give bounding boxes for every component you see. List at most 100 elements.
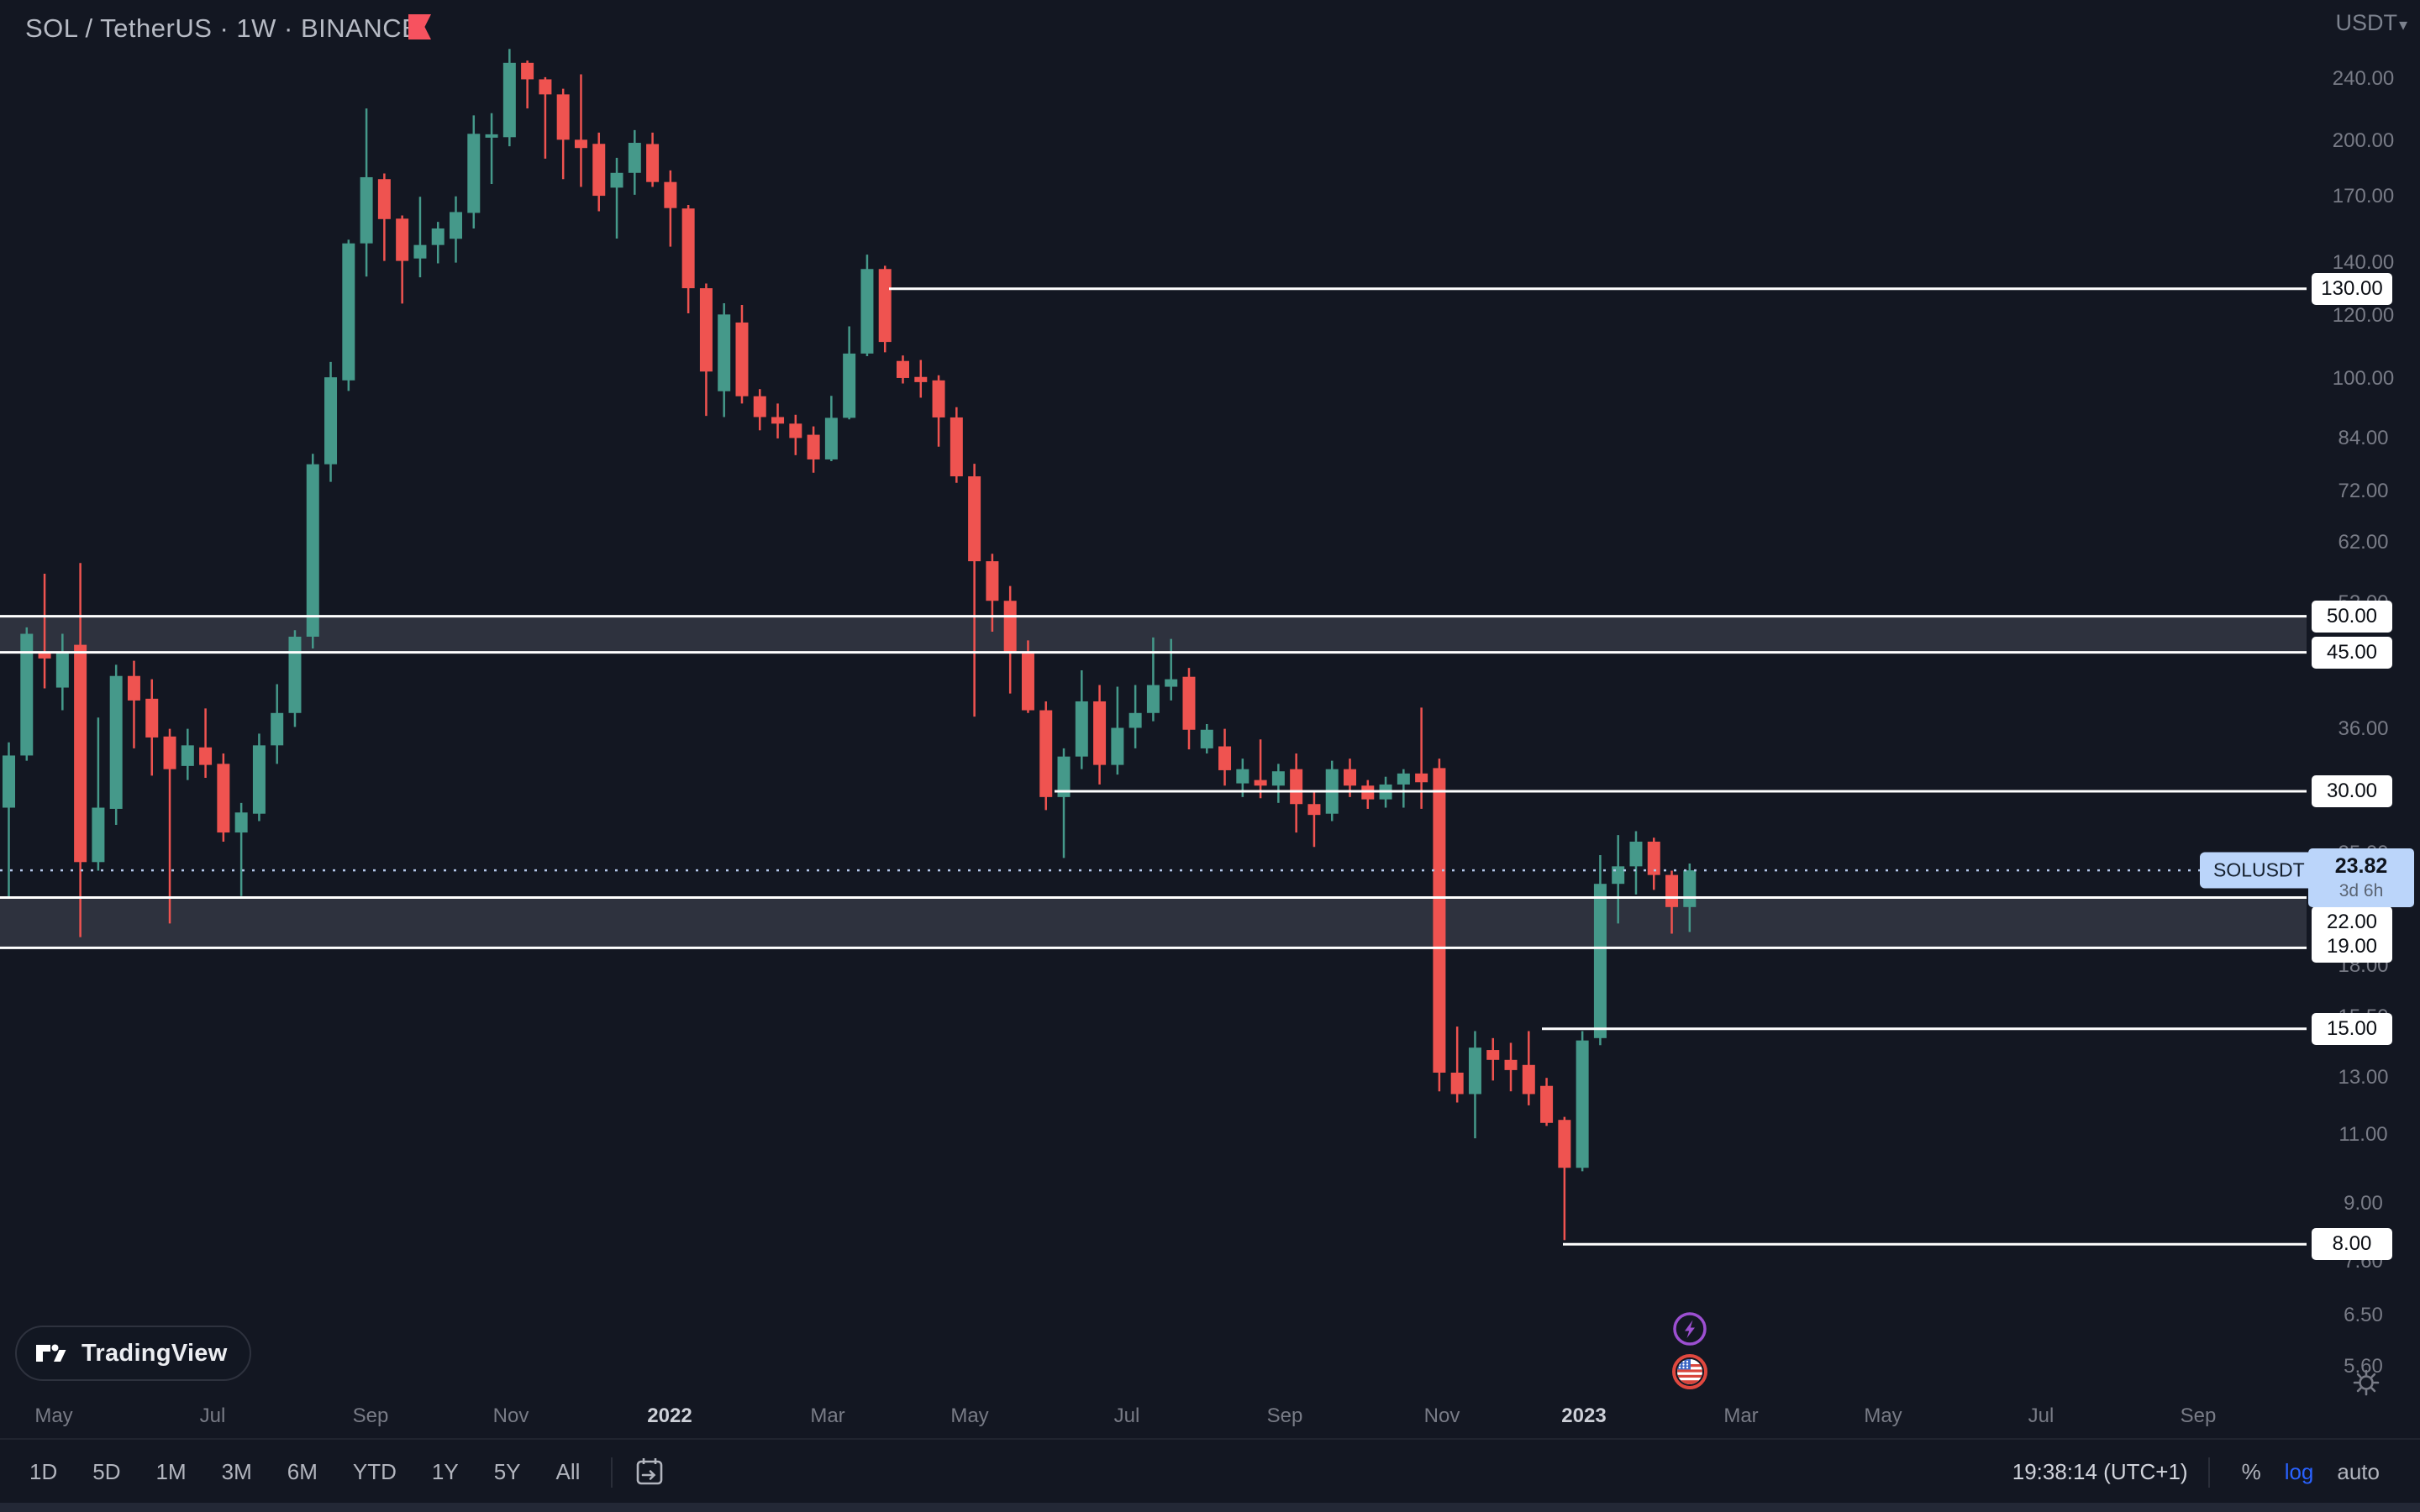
time-axis-month-label: Nov	[492, 1404, 529, 1427]
candle-body	[789, 423, 802, 438]
candle-body	[396, 218, 409, 261]
candle-body	[718, 314, 731, 391]
go-to-date-calendar-icon[interactable]	[631, 1454, 668, 1491]
candle-body	[127, 675, 140, 701]
candle-body	[1271, 771, 1285, 786]
candle-body	[681, 208, 695, 289]
time-axis[interactable]: May Jul Sep Nov 2022 Mar May Jul Sep Nov 2023 Mar Ma…	[0, 1394, 2420, 1438]
candle-body	[360, 176, 373, 244]
candle-body	[843, 353, 856, 418]
candle-body	[342, 243, 355, 381]
candle-body	[1558, 1120, 1571, 1168]
candle-body	[288, 636, 302, 713]
candle-body	[1629, 841, 1643, 867]
log-scale-toggle[interactable]: log	[2284, 1459, 2314, 1484]
chevron-down-icon: ▾	[2398, 16, 2407, 34]
candle-body	[1165, 679, 1178, 687]
candle-body	[1397, 773, 1410, 785]
toolbar-right-group: 19:38:14 (UTC+1) % log auto	[2012, 1452, 2391, 1492]
tradingview-logo-text: TradingView	[82, 1339, 228, 1367]
candle-body	[771, 417, 785, 424]
candle-body	[450, 212, 462, 239]
price-axis[interactable]: USDT ▾ 240.00 200.00 170.00 140.00 120.00 100.…	[2307, 0, 2420, 1394]
candle-body	[413, 244, 427, 259]
candle-body	[932, 380, 945, 417]
candle-body	[1093, 701, 1107, 765]
candle-body	[1647, 841, 1660, 875]
time-axis-year-label: 2022	[647, 1404, 692, 1427]
chart-canvas[interactable]	[0, 0, 2307, 1394]
candle-body	[92, 807, 105, 863]
candle-body	[271, 712, 284, 746]
candle-body	[1128, 712, 1142, 728]
candle-body	[1021, 652, 1034, 711]
candle-body	[20, 633, 34, 756]
candle-body	[646, 144, 660, 182]
auto-scale-toggle[interactable]: auto	[2337, 1459, 2380, 1484]
tradingview-logo[interactable]: TradingView	[15, 1326, 251, 1381]
candle-body	[735, 322, 749, 396]
range-button-1m[interactable]: 1M	[155, 1459, 187, 1484]
candle-body	[1576, 1040, 1589, 1168]
candle-body	[1200, 729, 1213, 748]
range-button-1d[interactable]: 1D	[29, 1459, 58, 1484]
candle-body	[1182, 676, 1196, 730]
candle-body	[950, 417, 963, 477]
candle-body	[1486, 1050, 1500, 1060]
candle-body	[1290, 769, 1303, 805]
range-button-1y[interactable]: 1Y	[431, 1459, 459, 1484]
range-button-all[interactable]: All	[555, 1459, 581, 1484]
price-tick-label: 120.00	[2332, 304, 2395, 328]
candle-body	[234, 812, 248, 833]
candle-body	[610, 172, 623, 188]
price-level-badge: 30.00	[2312, 775, 2392, 807]
bar-close-countdown: 3d 6h	[2338, 881, 2384, 901]
range-button-ytd[interactable]: YTD	[352, 1459, 397, 1484]
candle-body	[1683, 870, 1697, 907]
range-button-5d[interactable]: 5D	[92, 1459, 121, 1484]
range-button-6m[interactable]: 6M	[287, 1459, 318, 1484]
candle-body	[986, 561, 999, 601]
us-flag-event-icon[interactable]	[1671, 1353, 1708, 1390]
candle-body	[1111, 727, 1124, 765]
candle-body	[1039, 710, 1053, 797]
candle-body	[3, 755, 15, 808]
candle-body	[1057, 756, 1071, 797]
candle-body	[502, 62, 516, 138]
time-axis-month-label: Mar	[1723, 1404, 1759, 1427]
candle-body	[914, 376, 928, 382]
supply-demand-zone[interactable]	[0, 897, 2307, 948]
candle-body	[109, 675, 123, 809]
lightning-event-icon[interactable]	[1671, 1310, 1708, 1347]
price-level-badge: 50.00	[2312, 600, 2392, 633]
candle-body	[1433, 768, 1446, 1073]
price-axis-settings-gear-icon[interactable]	[2349, 1366, 2383, 1399]
candle-body	[145, 698, 159, 738]
symbol-title[interactable]: SOL / TetherUS · 1W · BINANCE	[25, 13, 420, 43]
candle-body	[753, 396, 766, 417]
price-tick-label: 9.00	[2344, 1192, 2383, 1215]
candle-body	[306, 464, 319, 637]
price-tick-label: 5.60	[2344, 1354, 2383, 1378]
candle-body	[897, 360, 909, 378]
candle-body	[878, 269, 892, 343]
price-level-badge: 45.00	[2312, 636, 2392, 669]
time-axis-month-label: Mar	[810, 1404, 845, 1427]
currency-dropdown[interactable]: USDT ▾	[2335, 10, 2407, 35]
range-button-3m[interactable]: 3M	[221, 1459, 252, 1484]
price-tick-label: 6.50	[2344, 1303, 2383, 1326]
chart-region: SOL / TetherUS · 1W · BINANCE SOLUSDT	[0, 0, 2318, 1394]
range-button-5y[interactable]: 5Y	[493, 1459, 521, 1484]
candle-body	[1415, 773, 1428, 783]
candle-body	[252, 745, 266, 814]
candle-body	[1612, 866, 1625, 885]
price-tick-label: 62.00	[2338, 530, 2389, 554]
candle-body	[699, 288, 713, 372]
candle-body	[807, 434, 820, 459]
clock-timezone[interactable]: 19:38:14 (UTC+1)	[2012, 1459, 2188, 1484]
candle-body	[74, 644, 87, 863]
percent-scale-toggle[interactable]: %	[2241, 1459, 2261, 1484]
price-level-badge: 130.00	[2312, 272, 2392, 305]
candle-body	[521, 62, 534, 80]
